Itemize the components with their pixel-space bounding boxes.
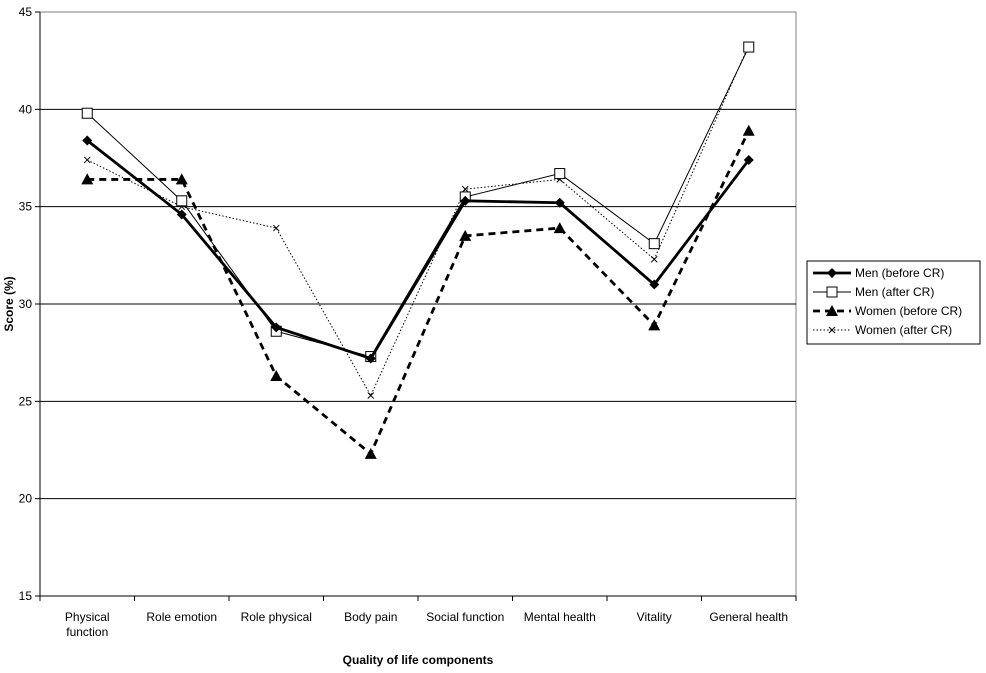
x-tick-label: function	[66, 625, 108, 639]
data-point-diamond	[271, 322, 282, 333]
legend: Men (before CR) Men (after CR) Women (befo…	[806, 260, 981, 345]
x-tick-label: Body pain	[344, 610, 397, 624]
x-tick-label: Role emotion	[146, 610, 217, 624]
gridlines	[40, 108, 796, 500]
data-point-triangle	[826, 305, 838, 316]
legend-label: Women (after CR)	[855, 323, 952, 337]
data-point-triangle	[459, 229, 472, 241]
legend-label: Men (after CR)	[855, 285, 934, 299]
data-point-triangle	[270, 370, 283, 382]
legend-label: Men (before CR)	[855, 266, 944, 280]
legend-item: Women (before CR)	[813, 304, 962, 318]
series-line	[86, 46, 750, 358]
x-tick-label: Role physical	[241, 610, 312, 624]
series-3	[81, 124, 755, 459]
legend-item: Women (after CR)	[813, 323, 952, 337]
y-tick-label: 15	[19, 589, 33, 603]
data-point-square	[648, 238, 660, 250]
series-line	[86, 139, 750, 361]
x-tick-label: Social function	[426, 610, 504, 624]
data-point-diamond	[743, 154, 754, 165]
y-tick-label: 20	[19, 492, 33, 506]
data-point-diamond	[460, 195, 471, 206]
data-point-x	[461, 185, 469, 193]
x-tick-label: General health	[709, 610, 788, 624]
y-tick-label: 35	[19, 200, 33, 214]
legend-box	[806, 260, 981, 345]
data-point-diamond	[365, 353, 376, 364]
data-point-square	[554, 168, 566, 180]
data-point-square	[826, 286, 838, 298]
data-point-square	[81, 107, 93, 119]
legend-item: Men (after CR)	[813, 285, 934, 299]
series-1	[82, 135, 754, 364]
data-point-triangle	[364, 447, 377, 459]
y-tick-label: 30	[19, 297, 33, 311]
data-point-diamond	[827, 268, 837, 278]
y-tick-label: 45	[19, 5, 33, 19]
data-point-x	[272, 224, 280, 232]
y-axis: 15 20 25 30 35 40 45	[19, 5, 41, 603]
data-point-diamond	[176, 209, 187, 220]
x-axis-title: Quality of life components	[343, 653, 494, 667]
series-line	[87, 130, 751, 457]
data-point-triangle	[742, 124, 755, 136]
data-point-x	[828, 326, 836, 334]
data-point-triangle	[553, 222, 566, 234]
series-line	[87, 44, 750, 397]
y-axis-title: Score (%)	[2, 276, 16, 331]
data-point-triangle	[175, 173, 188, 185]
legend-item: Men (before CR)	[813, 266, 944, 280]
data-point-x	[83, 156, 91, 164]
data-point-x	[650, 255, 658, 263]
data-point-diamond	[554, 197, 565, 208]
data-point-triangle	[648, 319, 661, 331]
y-tick-label: 25	[19, 394, 33, 408]
data-point-square	[176, 195, 188, 207]
legend-label: Women (before CR)	[855, 304, 962, 318]
series-layer	[81, 41, 755, 459]
x-tick-label: Physical	[65, 610, 110, 624]
y-tick-label: 40	[19, 102, 33, 116]
data-point-square	[743, 41, 755, 53]
x-tick-label: Vitality	[637, 610, 672, 624]
data-point-diamond	[82, 135, 93, 146]
data-point-diamond	[649, 279, 660, 290]
data-point-x	[367, 392, 375, 399]
x-tick-label: Mental health	[524, 610, 596, 624]
data-point-triangle	[81, 173, 94, 185]
